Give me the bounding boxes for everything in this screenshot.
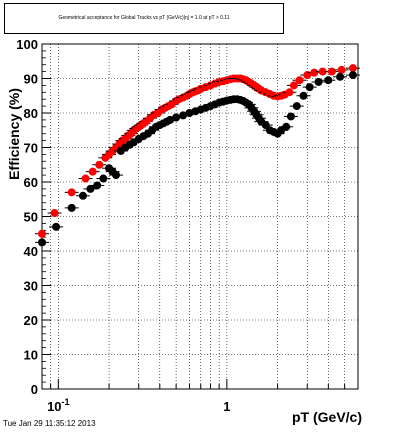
point-black — [324, 76, 333, 85]
point-red — [50, 209, 59, 218]
y-tick-label: 60 — [24, 175, 38, 190]
y-tick-label: 30 — [24, 279, 38, 294]
y-tick-label: 40 — [24, 244, 38, 259]
y-tick-label: 0 — [31, 382, 38, 397]
y-tick-label: 10 — [24, 348, 38, 363]
y-tick-label: 70 — [24, 141, 38, 156]
point-red — [318, 67, 327, 76]
point-black — [172, 113, 181, 122]
y-tick-label: 100 — [16, 37, 38, 52]
grid — [41, 44, 359, 389]
point-red — [285, 88, 294, 97]
title-box: Geometrical acceptance for Global Tracks… — [4, 3, 284, 34]
point-red — [88, 167, 97, 176]
point-black — [99, 174, 108, 183]
point-black — [286, 112, 295, 121]
point-red — [327, 67, 336, 76]
axis-ticks — [41, 43, 359, 390]
y-tick-label: 20 — [24, 313, 38, 328]
x-tick-label: 10-1 — [47, 397, 69, 414]
point-red — [67, 188, 76, 197]
timestamp: Tue Jan 29 11:35:12 2013 — [3, 419, 96, 428]
point-red — [289, 81, 298, 90]
y-tick-label: 50 — [24, 210, 38, 225]
x-tick-label: 1 — [223, 399, 230, 414]
point-red — [337, 65, 346, 74]
point-black — [305, 83, 314, 92]
y-axis-label: Efficiency (%) — [6, 88, 22, 180]
point-black — [52, 222, 61, 231]
point-black — [299, 91, 308, 100]
plot-frame — [41, 43, 359, 390]
point-black — [67, 203, 76, 212]
point-black — [93, 181, 102, 190]
point-black — [86, 184, 95, 193]
point-black — [336, 72, 345, 81]
y-tick-label: 90 — [24, 72, 38, 87]
chart-title: Geometrical acceptance for Global Tracks… — [58, 15, 230, 21]
point-black — [314, 77, 323, 86]
point-red — [295, 76, 304, 85]
point-red — [38, 229, 46, 238]
tick-labels: 0 10 20 30 40 50 60 70 80 90 100 10-1 1 — [16, 37, 230, 414]
point-red — [310, 68, 319, 77]
point-black — [112, 171, 121, 180]
point-red — [95, 160, 104, 169]
point-black — [348, 71, 357, 80]
point-black — [292, 102, 301, 111]
y-tick-label: 80 — [24, 106, 38, 121]
point-red — [348, 64, 357, 73]
point-black — [38, 238, 46, 247]
data-points — [35, 64, 360, 247]
x-axis-label: pT (GeV/c) — [292, 409, 362, 425]
point-red — [81, 174, 90, 183]
point-black — [78, 191, 87, 200]
point-black — [282, 122, 291, 131]
